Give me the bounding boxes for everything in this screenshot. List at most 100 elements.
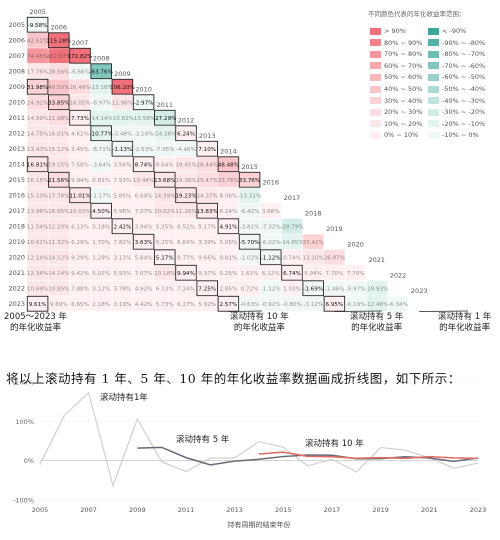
cell-15-8 — [196, 249, 218, 265]
cell-value-15-6: 5.17% — [156, 255, 174, 261]
row-year-2007: 2007 — [8, 52, 25, 60]
legend-pos-5-label: 40% ~ 50% — [384, 85, 423, 93]
legend-neg-3-label: -70% ~ -60% — [442, 61, 486, 70]
cell-11-6 — [154, 187, 176, 203]
cell-13-4 — [111, 218, 134, 235]
col-year-2020: 2020 — [347, 241, 364, 249]
cell-value-12-9: 8.24% — [220, 209, 238, 215]
legend-pos-8-swatch — [370, 120, 381, 128]
y-tick-1: 100% — [15, 418, 34, 426]
cell-12-0 — [27, 203, 48, 219]
cell-value-3-0: 17.76% — [27, 69, 48, 75]
legend-pos-5-swatch — [370, 85, 381, 93]
cell-6-4 — [112, 110, 133, 126]
row-year-2006: 2006 — [8, 37, 25, 45]
cell-7-5 — [133, 125, 154, 141]
cell-value-12-6: 10.02% — [154, 209, 175, 215]
cell-value-11-6: 14.39% — [154, 193, 175, 199]
col-year-2012: 2012 — [178, 117, 195, 125]
cell-4-1 — [48, 79, 70, 95]
col-year-2018: 2018 — [305, 210, 322, 218]
cell-16-11 — [260, 265, 282, 281]
cell-17-11 — [260, 280, 282, 296]
legend-neg-7: -30% ~ -20% — [428, 108, 485, 116]
cell-value-9-4: 3.56% — [114, 162, 132, 168]
cell-value-1-0: 42.51% — [27, 38, 48, 44]
cell-16-12 — [281, 264, 303, 281]
cell-value-6-3: -14.14% — [90, 116, 113, 122]
cell-value-11-2: 11.01% — [69, 193, 90, 199]
cell-13-7 — [175, 218, 197, 234]
cell-16-6 — [154, 265, 176, 281]
col-year-2007: 2007 — [72, 39, 89, 47]
cell-value-10-5: 10.44% — [133, 178, 154, 184]
cell-9-8 — [196, 156, 218, 172]
cell-value-9-9: 48.48% — [218, 162, 239, 168]
cell-value-5-1: 33.85% — [48, 100, 69, 106]
cell-10-10 — [238, 171, 261, 188]
cell-14-9 — [218, 234, 239, 250]
legend-pos-1-swatch — [370, 39, 381, 47]
cell-value-18-5: 4.42% — [135, 302, 153, 308]
cell-value-18-14: 6.95% — [326, 302, 344, 308]
col-year-2023: 2023 — [411, 287, 428, 295]
cell-14-7 — [175, 234, 197, 250]
cell-3-1 — [48, 63, 70, 79]
cell-value-7-0: 14.75% — [27, 131, 48, 137]
cell-value-15-3: 1.29% — [92, 255, 110, 261]
x-tick-2005: 2005 — [32, 506, 49, 514]
series-line-2 — [258, 451, 479, 460]
legend-neg-3: -70% ~ -60% — [428, 62, 485, 70]
cell-value-13-6: 5.25% — [156, 224, 174, 230]
cell-17-7 — [175, 280, 197, 296]
cell-16-15 — [345, 265, 366, 281]
cell-value-6-2: 7.73% — [71, 116, 89, 122]
cell-7-0 — [27, 125, 48, 141]
legend-pos-9: 0% ~ 10% — [370, 131, 418, 139]
cell-value-8-0: 13.43% — [27, 147, 48, 153]
cell-15-6 — [154, 249, 176, 266]
cell-value-10-1: 21.56% — [48, 178, 69, 184]
cell-16-14 — [324, 265, 345, 281]
cell-value-18-3: 2.18% — [92, 302, 110, 308]
cell-value-16-13: 5.94% — [304, 271, 322, 277]
cell-value-18-9: 2.57% — [220, 302, 238, 308]
cell-value-14-13: 33.41% — [303, 240, 324, 246]
cell-12-3 — [90, 202, 112, 219]
cell-value-18-10: -0.63% — [240, 302, 260, 308]
cell-8-7 — [175, 141, 197, 157]
caption-sentence: 将以上滚动持有 1 年、5 年、10 年的年化收益率数据画成折线图，如下所示： — [6, 371, 461, 386]
cell-value-15-12: 0.74% — [283, 255, 301, 261]
legend-neg-6: -40% ~ -30% — [428, 97, 485, 105]
cell-13-5 — [133, 218, 154, 234]
cell-9-9 — [217, 156, 240, 173]
cell-value-6-0: 14.99% — [27, 116, 48, 122]
cell-value-17-14: -1.46% — [325, 286, 345, 292]
cell-12-1 — [48, 203, 70, 219]
cell-7-1 — [48, 125, 70, 141]
legend-neg-5-label: -50% ~ -40% — [442, 85, 486, 93]
legend-neg-6-swatch — [428, 97, 439, 105]
legend-title: 不同颜色代表的年化收益率范围： — [368, 10, 466, 18]
cell-value-4-0: 31.98% — [27, 85, 48, 91]
legend-neg-2: -80% ~ -70% — [428, 50, 485, 58]
legend-pos-6-swatch — [370, 97, 381, 105]
cell-5-2 — [69, 94, 91, 110]
legend-neg-2-label: -80% ~ -70% — [442, 50, 486, 59]
cell-value-16-1: 14.14% — [48, 271, 69, 277]
cell-value-12-1: 16.95% — [48, 209, 69, 215]
cell-value-18-7: 6.27% — [177, 302, 195, 308]
cell-value-17-0: 10.69% — [27, 286, 48, 292]
cell-14-2 — [69, 234, 91, 250]
cell-15-0 — [27, 249, 48, 265]
cell-value-12-0: 13.96% — [27, 209, 48, 215]
cell-4-2 — [69, 79, 91, 95]
cell-value-17-15: -5.97% — [346, 286, 366, 292]
cell-2-0 — [27, 48, 48, 64]
cell-value-10-0: 16.15% — [27, 178, 48, 184]
cell-value-9-0: 16.81% — [27, 162, 48, 168]
cell-10-8 — [196, 172, 218, 188]
cell-value-11-9: 8.08% — [220, 193, 238, 199]
cell-5-5 — [132, 94, 155, 111]
cell-3-3 — [90, 63, 112, 80]
